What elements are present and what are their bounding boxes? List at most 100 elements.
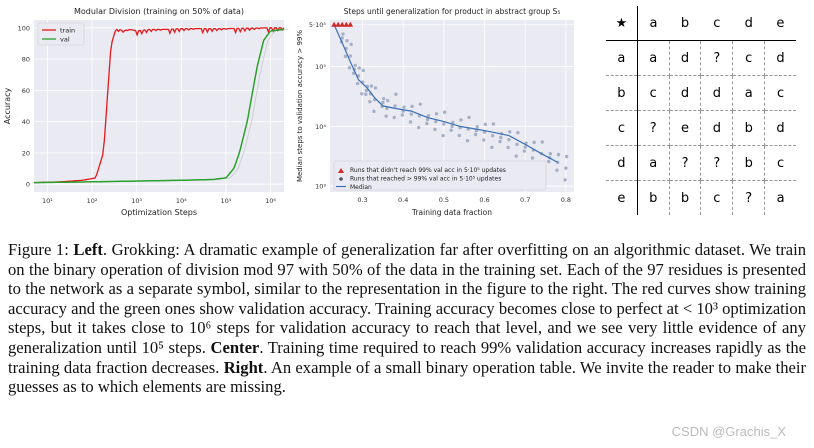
column-header-cell: a: [637, 6, 670, 41]
reached-point: [400, 113, 405, 117]
x-tick-label: 10⁴: [176, 197, 187, 205]
reached-point: [507, 137, 511, 142]
legend-reached-label: Runs that reached > 99% val acc in 5·10⁵…: [350, 176, 501, 183]
legend: Runs that didn't reach 99% val acc in 5·…: [333, 160, 547, 191]
reached-point: [475, 125, 479, 129]
reached-point: [416, 125, 421, 130]
table-cell: ?: [732, 180, 766, 215]
reached-point: [384, 114, 388, 118]
not-reached-point: [335, 21, 341, 27]
reached-point: [349, 42, 353, 47]
y-tick-label: 10⁵: [315, 63, 326, 71]
plot-area: [34, 20, 284, 192]
reached-point: [508, 130, 512, 134]
column-header-cell: c: [700, 6, 733, 41]
figure-caption: Figure 1: Left. Grokking: A dramatic exa…: [8, 240, 806, 397]
reached-point: [442, 110, 447, 114]
reached-point: [563, 178, 567, 182]
reached-point: [425, 117, 430, 122]
reached-point: [409, 112, 414, 116]
reached-point: [425, 121, 429, 126]
y-tick-label: 60: [22, 87, 30, 95]
table-cell: b: [732, 110, 766, 146]
y-tick-label: 40: [22, 118, 30, 126]
table-cell: d: [700, 75, 734, 111]
reached-point: [564, 154, 569, 159]
legend-not-reached-swatch: [338, 168, 344, 173]
reached-point: [449, 128, 453, 132]
x-tick-label: 0.4: [398, 196, 408, 204]
reached-point: [522, 149, 527, 153]
reached-point: [515, 142, 519, 147]
y-tick-label: 100: [18, 24, 30, 32]
x-tick-label: 10³: [131, 197, 142, 205]
chart-title: Modular Division (training on 50% of dat…: [74, 7, 244, 16]
table-cell: ?: [700, 40, 734, 76]
legend-median-label: Median: [350, 184, 372, 191]
reached-point: [482, 138, 486, 142]
caption-label: Figure 1:: [8, 240, 74, 259]
reached-point: [457, 133, 462, 138]
x-axis-label: Training data fraction: [411, 208, 492, 217]
operation-table: ★ a b c d e a a d? c d b c d d a c c? e d b d d a?? b c e b b c? a: [606, 6, 796, 215]
train-line: [34, 27, 285, 184]
x-tick-label: 0.8: [561, 196, 571, 204]
reached-point: [467, 115, 471, 120]
table-cell: d: [764, 110, 796, 146]
table-cell: ?: [637, 110, 670, 146]
column-header-cell: e: [764, 6, 796, 41]
reached-point: [564, 166, 568, 170]
x-axis-label: Optimization Steps: [121, 208, 197, 217]
legend-train-label: train: [60, 27, 75, 35]
table-cell: e: [669, 110, 702, 146]
x-tick-label: 10⁵: [220, 197, 231, 205]
table-cell: a: [776, 190, 785, 206]
reached-point: [530, 156, 535, 160]
caption-center-text: . Training time required to reach 99% va…: [8, 337, 806, 377]
reached-point: [343, 54, 348, 59]
row-header-cell: b: [606, 75, 638, 111]
y-tick-label: 0: [26, 181, 30, 189]
table-cell: c: [764, 75, 796, 111]
reached-point: [441, 133, 445, 138]
reached-point: [369, 84, 374, 88]
reached-point: [555, 168, 559, 172]
val-line: [34, 28, 285, 184]
generalization-chart-svg: Steps until generalization for product i…: [296, 7, 574, 217]
not-reached-point: [347, 21, 354, 27]
table-cell: a: [637, 145, 670, 181]
reached-point: [556, 152, 561, 157]
column-header-cell: d: [732, 6, 765, 41]
reached-point: [434, 119, 438, 124]
y-axis-label: Median steps to validation accuracy > 99…: [296, 30, 304, 182]
reached-point: [548, 152, 553, 156]
table-header-row: ★ a b c d e: [606, 6, 796, 41]
not-reached-point: [343, 21, 350, 27]
x-tick-label: 10⁶: [265, 197, 276, 205]
grokking-chart-svg: Modular Division (training on 50% of dat…: [3, 7, 289, 217]
reached-point: [394, 92, 398, 96]
x-tick-label: 0.5: [439, 196, 449, 204]
reached-point: [451, 120, 455, 125]
table-row: d a?? b c: [606, 145, 796, 181]
reached-point: [348, 54, 353, 58]
reached-point: [410, 104, 414, 109]
row-header-cell: e: [606, 180, 638, 215]
reached-point: [357, 66, 361, 70]
generalization-chart: Steps until generalization for product i…: [294, 0, 600, 222]
not-reached-point: [331, 21, 337, 27]
table-cell: c: [732, 40, 766, 76]
reached-point: [402, 105, 406, 109]
reached-point: [473, 132, 478, 137]
reached-point: [385, 106, 389, 111]
row-header-cell: ★: [606, 6, 638, 41]
table-row: c? e d b d: [606, 110, 796, 146]
legend-not-reached-label: Runs that didn't reach 99% val acc in 5·…: [350, 167, 506, 174]
reached-point: [381, 100, 385, 105]
x-tick-label: 10¹: [42, 197, 53, 205]
reached-point: [490, 145, 494, 150]
x-tick-label: 0.3: [357, 196, 367, 204]
reached-point: [345, 39, 349, 43]
x-tick-label: 10²: [87, 197, 98, 205]
